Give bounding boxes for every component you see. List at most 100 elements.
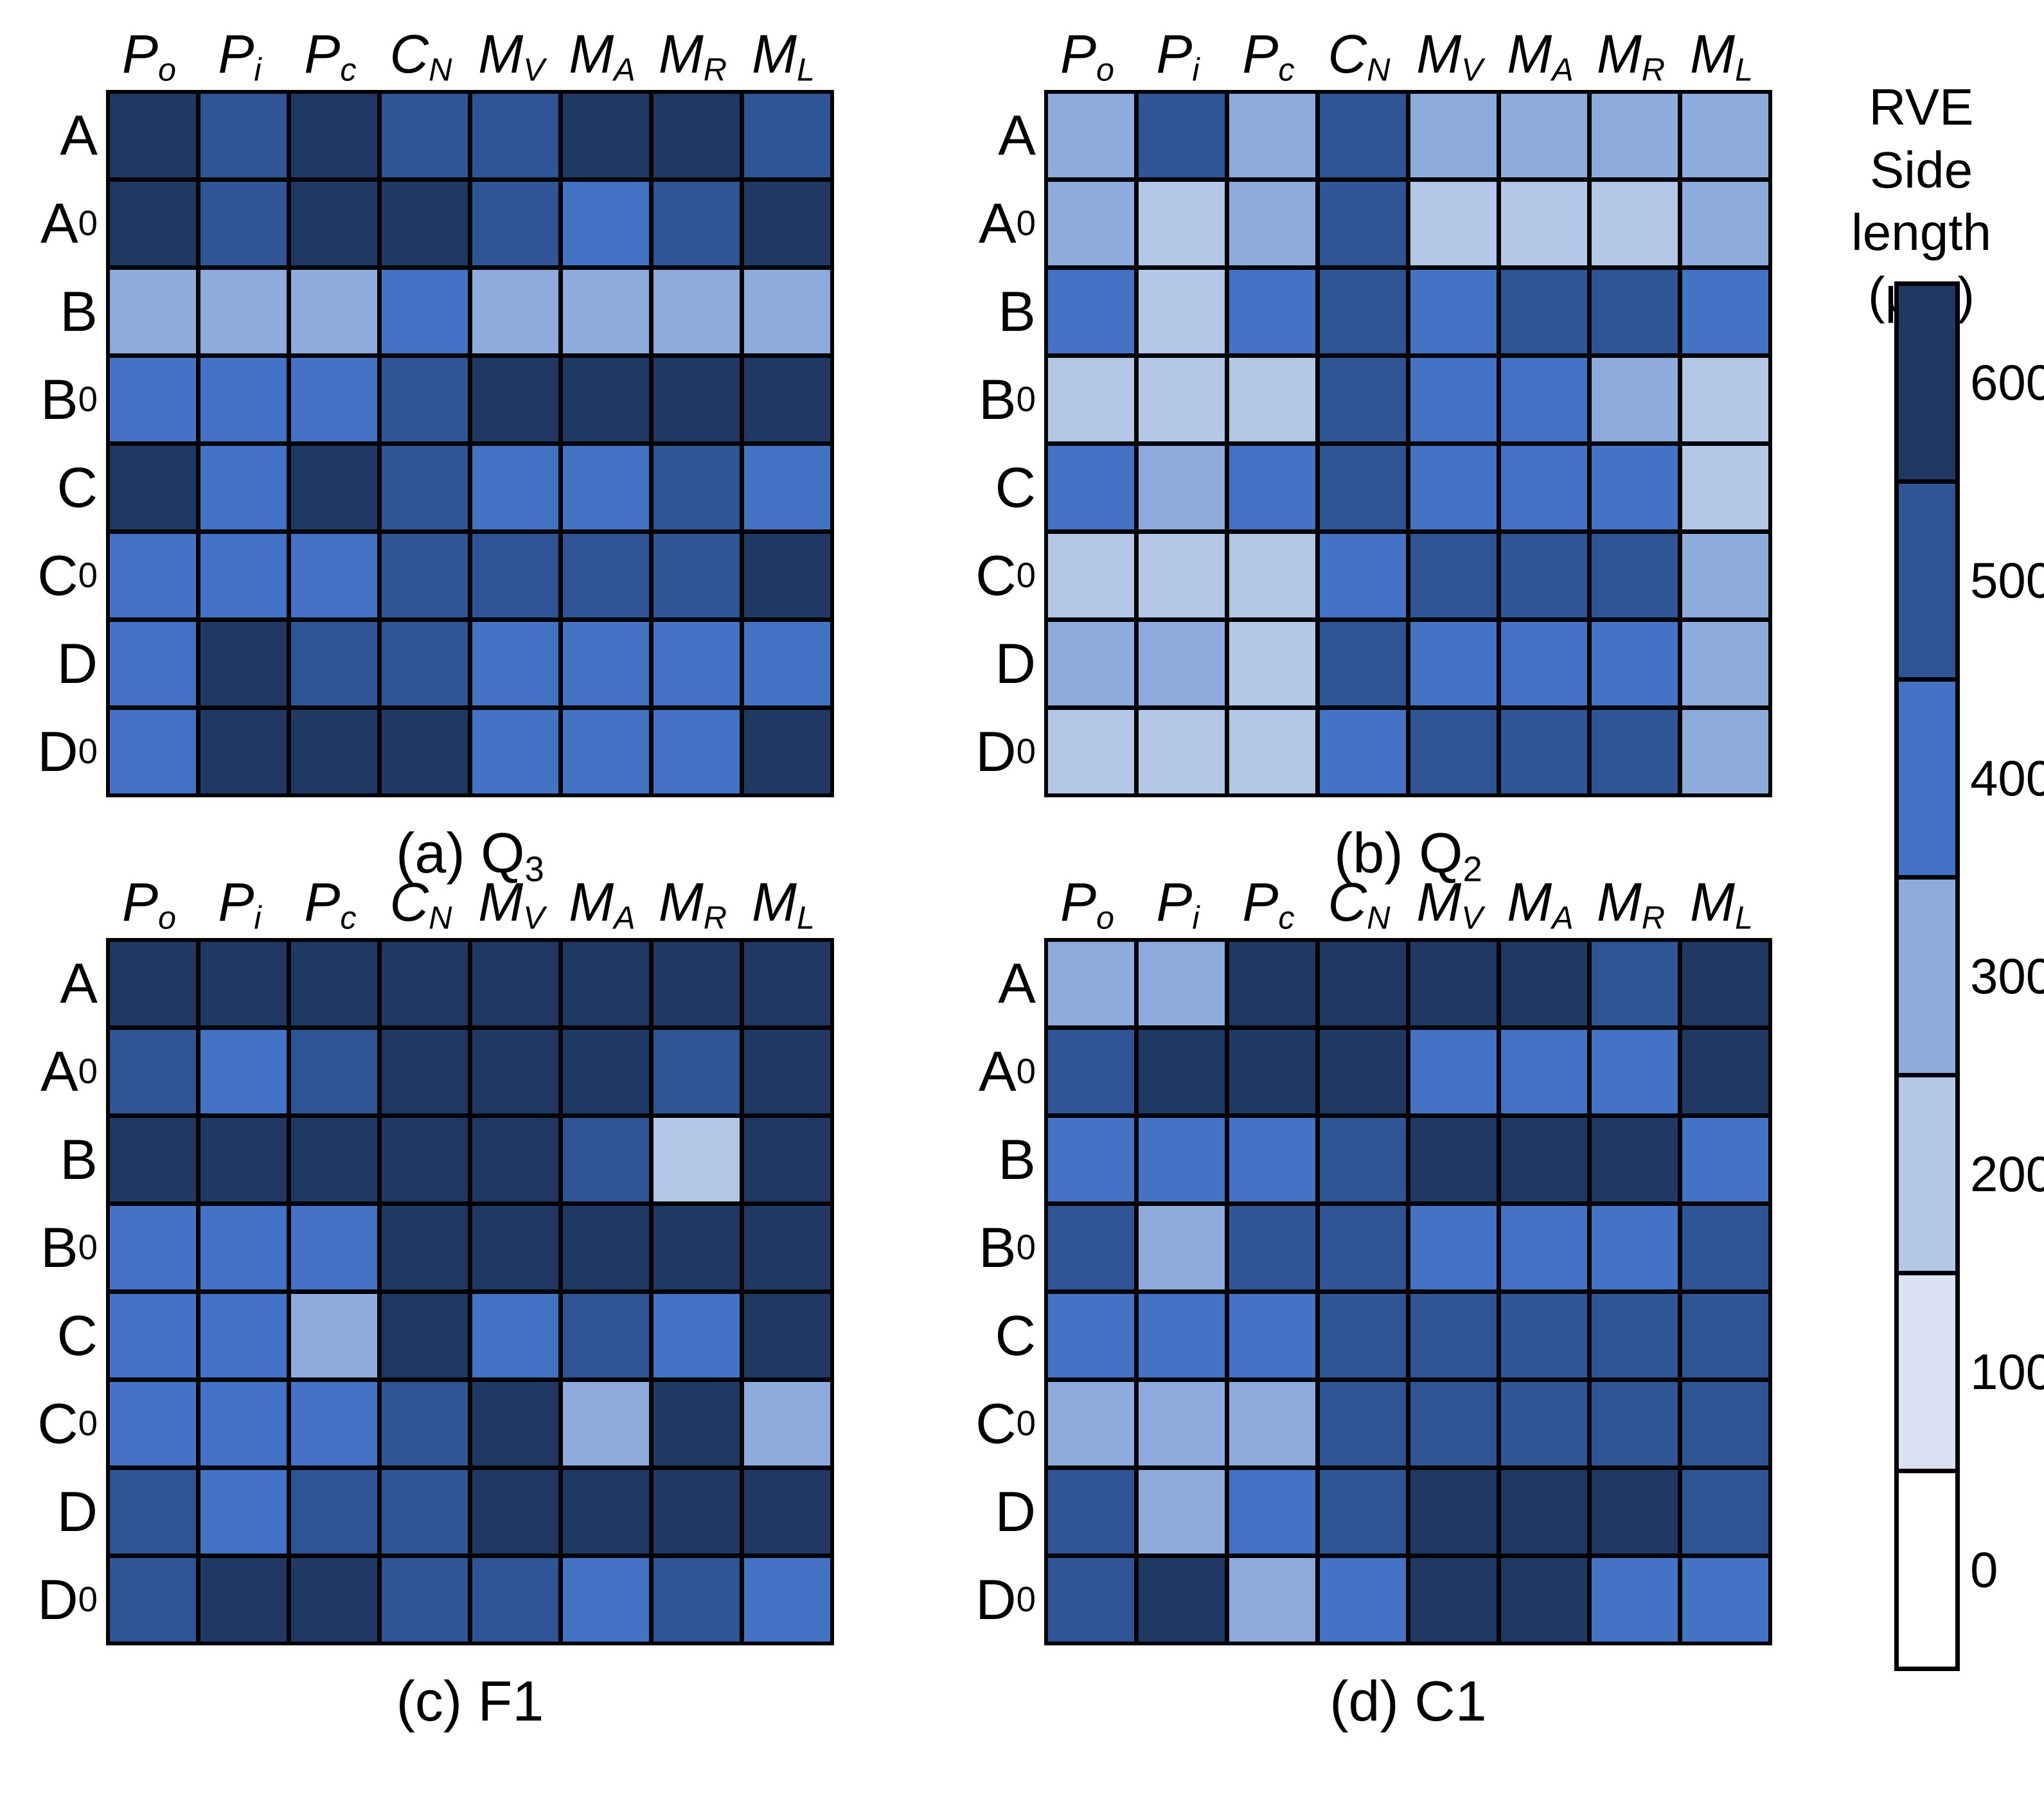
colorbar-tick-label: 200 — [1970, 1146, 2044, 1202]
heatmap-cell — [1048, 1558, 1134, 1642]
panel-caption: (a) Q3 — [396, 821, 544, 889]
heatmap-cell — [200, 710, 287, 793]
heatmap-cell — [1501, 270, 1587, 353]
heatmap-cell — [110, 1382, 196, 1465]
heatmap-cell — [563, 622, 649, 705]
heatmap-cell — [291, 94, 377, 177]
heatmap-cell — [1682, 94, 1768, 177]
heatmap-cell — [1592, 1470, 1678, 1554]
heatmap-cell — [291, 1294, 377, 1377]
heatmap-cell — [382, 270, 468, 353]
heatmap-cell — [744, 270, 830, 353]
heatmap-cell — [1592, 1118, 1678, 1201]
heatmap-cell — [1592, 270, 1678, 353]
heatmap-cell — [110, 446, 196, 529]
column-header-label: MA — [569, 872, 635, 936]
colorbar-segment — [1899, 1473, 1955, 1667]
heatmap-cell — [200, 1206, 287, 1289]
column-header-label: Po — [1060, 872, 1115, 936]
heatmap-cell — [472, 1470, 558, 1554]
colorbar-segment — [1899, 1077, 1955, 1271]
heatmap-cell — [382, 182, 468, 265]
column-headers: Po Pi Pc CN MV MA MR ML — [14, 18, 834, 90]
heatmap-cell — [1410, 534, 1497, 617]
heatmap-cell — [744, 1470, 830, 1554]
heatmap-cell — [1501, 446, 1587, 529]
heatmap-cell — [1682, 358, 1768, 441]
heatmap-cell — [110, 534, 196, 617]
column-header-label: MV — [478, 24, 545, 88]
heatmap-cell — [744, 534, 830, 617]
heatmap-cell — [653, 534, 740, 617]
heatmap-cell — [653, 942, 740, 1025]
row-label: C — [995, 1304, 1036, 1367]
heatmap-cell — [472, 1030, 558, 1113]
heatmap-cell — [1048, 1118, 1134, 1201]
column-headers: Po Pi Pc CN MV MA MR ML — [14, 866, 834, 938]
colorbar-tick-label: 100 — [1970, 1343, 2044, 1400]
heatmap-grid — [1044, 938, 1772, 1645]
heatmap-cell — [1501, 182, 1587, 265]
heatmap-cell — [291, 534, 377, 617]
heatmap-cell — [744, 942, 830, 1025]
column-header-label: CN — [389, 24, 452, 88]
heatmap-cell — [1048, 1294, 1134, 1377]
heatmap-cell — [1320, 534, 1406, 617]
heatmap-cell — [200, 622, 287, 705]
heatmap-cell — [472, 710, 558, 793]
heatmap-cell — [1320, 94, 1406, 177]
heatmap-cell — [1048, 94, 1134, 177]
heatmap-cell — [110, 942, 196, 1025]
column-header-label: MR — [658, 872, 727, 936]
heatmap-cell — [200, 446, 287, 529]
column-header-label: MV — [1416, 24, 1483, 88]
heatmap-cell — [1320, 1470, 1406, 1554]
heatmap-cell — [200, 534, 287, 617]
heatmap-cell — [200, 270, 287, 353]
heatmap-cell — [1410, 1382, 1497, 1465]
column-header-label: ML — [751, 24, 815, 88]
heatmap-cell — [1592, 1382, 1678, 1465]
heatmap-cell — [1410, 942, 1497, 1025]
heatmap-cell — [1229, 94, 1315, 177]
row-label: C — [57, 1304, 98, 1367]
heatmap-cell — [1592, 710, 1678, 793]
heatmap-cell — [382, 534, 468, 617]
heatmap-cell — [1139, 710, 1225, 793]
row-label: D — [57, 1480, 98, 1543]
heatmap-cell — [1501, 710, 1587, 793]
heatmap-cell — [200, 1470, 287, 1554]
heatmap-cell — [1501, 622, 1587, 705]
heatmap-cell — [1592, 534, 1678, 617]
heatmap-cell — [653, 1470, 740, 1554]
heatmap-cell — [291, 1470, 377, 1554]
heatmap-cell — [1592, 622, 1678, 705]
column-header-label: MR — [1596, 872, 1666, 936]
heatmap-cell — [1592, 1206, 1678, 1289]
heatmap-cell — [291, 710, 377, 793]
row-label: A — [998, 952, 1036, 1015]
heatmap-cell — [563, 270, 649, 353]
column-header-label: ML — [751, 872, 815, 936]
heatmap-cell — [1229, 1030, 1315, 1113]
heatmap-cell — [291, 942, 377, 1025]
heatmap-cell — [110, 1206, 196, 1289]
heatmap-cell — [382, 1470, 468, 1554]
heatmap-cell — [563, 534, 649, 617]
heatmap-cell — [1682, 1206, 1768, 1289]
row-label: D — [995, 632, 1036, 695]
heatmap-cell — [744, 1206, 830, 1289]
heatmap-cell — [1501, 942, 1587, 1025]
heatmap-cell — [1229, 1118, 1315, 1201]
heatmap-cell — [653, 358, 740, 441]
